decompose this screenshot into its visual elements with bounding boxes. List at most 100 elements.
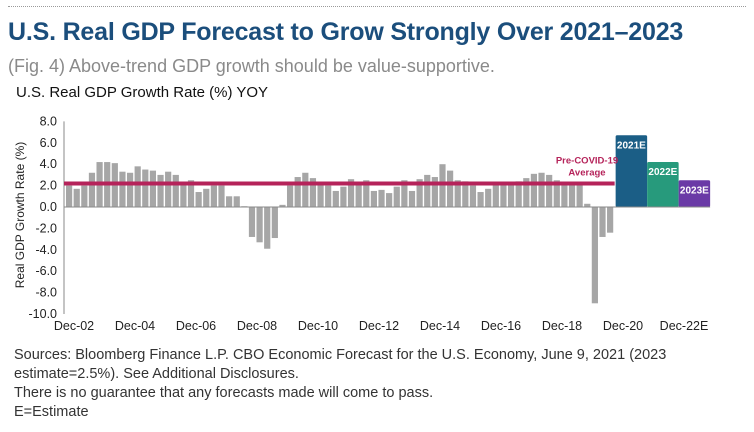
history-bar [195,192,202,207]
x-tick-label: Dec-16 [481,319,521,333]
history-bar [370,190,377,207]
footnote-disclaimer: There is no guarantee that any forecasts… [14,385,434,401]
y-axis-label: Real GDP Growth Rate (%) [13,142,27,289]
top-divider [8,6,746,7]
x-tick-label: Dec-22E [660,319,709,333]
history-bar [393,186,400,207]
history-bar [264,207,271,249]
chart-title: U.S. Real GDP Growth Rate (%) YOY [16,84,269,101]
history-bar [233,196,240,207]
forecast-bar-2023E [678,180,711,207]
history-bar [271,207,278,239]
y-tick-label: -4.0 [35,243,57,257]
forecast-label: 2021E [617,140,646,151]
page-title: U.S. Real GDP Forecast to Grow Strongly … [8,18,684,46]
history-bar [363,180,370,207]
y-tick-label: 6.0 [40,136,57,150]
history-bar [378,189,385,207]
history-bar [500,183,507,207]
y-axis-ticks: 8.0 6.0 4.0 2.0 0.0 -2.0 -4.0 -6.0 -8.0 -10.0 [29,114,58,321]
history-bar [401,180,408,207]
history-bar [485,188,492,207]
history-bar [180,182,187,207]
history-bar [439,164,446,207]
history-bar [226,196,233,207]
history-bar [591,207,598,304]
history-bar [73,188,80,207]
history-bar [424,174,431,207]
history-bar [126,172,134,207]
x-tick-label: Dec-20 [603,319,643,333]
history-bar [386,193,393,207]
y-tick-label: -8.0 [35,286,57,300]
history-bar [119,171,126,207]
history-bar [355,182,362,207]
history-bar [88,172,96,207]
x-tick-label: Dec-08 [237,319,277,333]
x-tick-label: Dec-04 [115,319,155,333]
history-bar [568,183,576,207]
history-bar [599,207,606,237]
history-bar [317,184,324,207]
history-bar [134,166,141,207]
history-bar [165,171,172,207]
history-bar [210,185,217,207]
history-bar [187,180,195,207]
forecast-label: 2022E [648,167,677,178]
history-bar [286,185,294,207]
history-bar [256,207,263,243]
history-bar [416,179,423,207]
x-tick-label: Dec-02 [54,319,94,333]
history-bar [332,190,339,207]
forecast-label: 2023E [680,185,709,196]
history-bar [507,183,515,207]
x-tick-label: Dec-12 [359,319,399,333]
history-bar [462,181,469,207]
footnotes: Sources: Bloomberg Finance L.P. CBO Econ… [14,346,744,422]
figure-subtitle: (Fig. 4) Above-trend GDP growth should b… [8,56,495,76]
history-bar [477,192,484,207]
history-bar [561,183,568,207]
history-bar [530,173,538,207]
average-label-line1: Pre-COVID-19 [556,155,618,166]
history-bar [492,183,499,207]
history-bar [203,188,210,207]
y-tick-label: -10.0 [29,307,58,321]
history-bar [302,172,309,207]
history-bar [576,183,583,207]
x-axis-ticks: Dec-02 Dec-04 Dec-06 Dec-08 Dec-10 Dec-12 Dec-… [54,319,708,333]
x-tick-label: Dec-06 [176,319,216,333]
history-bar [469,185,477,207]
footnote-estimate: E=Estimate [14,404,89,420]
history-bar [218,185,225,207]
history-bar [584,203,591,207]
history-bar [309,178,317,207]
historical-bars [66,162,614,304]
history-bar [538,172,545,207]
y-tick-label: 4.0 [40,157,57,171]
history-bar [431,177,438,207]
history-bar [454,180,461,207]
y-tick-label: 8.0 [40,114,57,128]
history-bar [172,174,179,207]
history-bar [515,181,522,207]
history-bar [66,185,73,207]
footnote-sources-1: Sources: Bloomberg Finance L.P. CBO Econ… [14,347,667,363]
history-bar [523,178,530,207]
y-tick-label: -2.0 [35,221,57,235]
history-bar [294,177,301,207]
history-bar [340,186,347,207]
average-label-line2: Average [568,167,605,178]
history-bar [325,185,332,207]
forecast-bar-2022E [647,162,679,207]
history-bar [607,207,614,233]
history-bar [447,170,454,207]
history-bar [142,169,149,207]
y-tick-label: 0.0 [40,200,57,214]
history-bar [279,204,286,207]
footnote-sources-2: estimate=2.5%). See Additional Disclosur… [14,366,299,382]
history-bar [553,180,560,207]
history-bar [248,207,256,237]
